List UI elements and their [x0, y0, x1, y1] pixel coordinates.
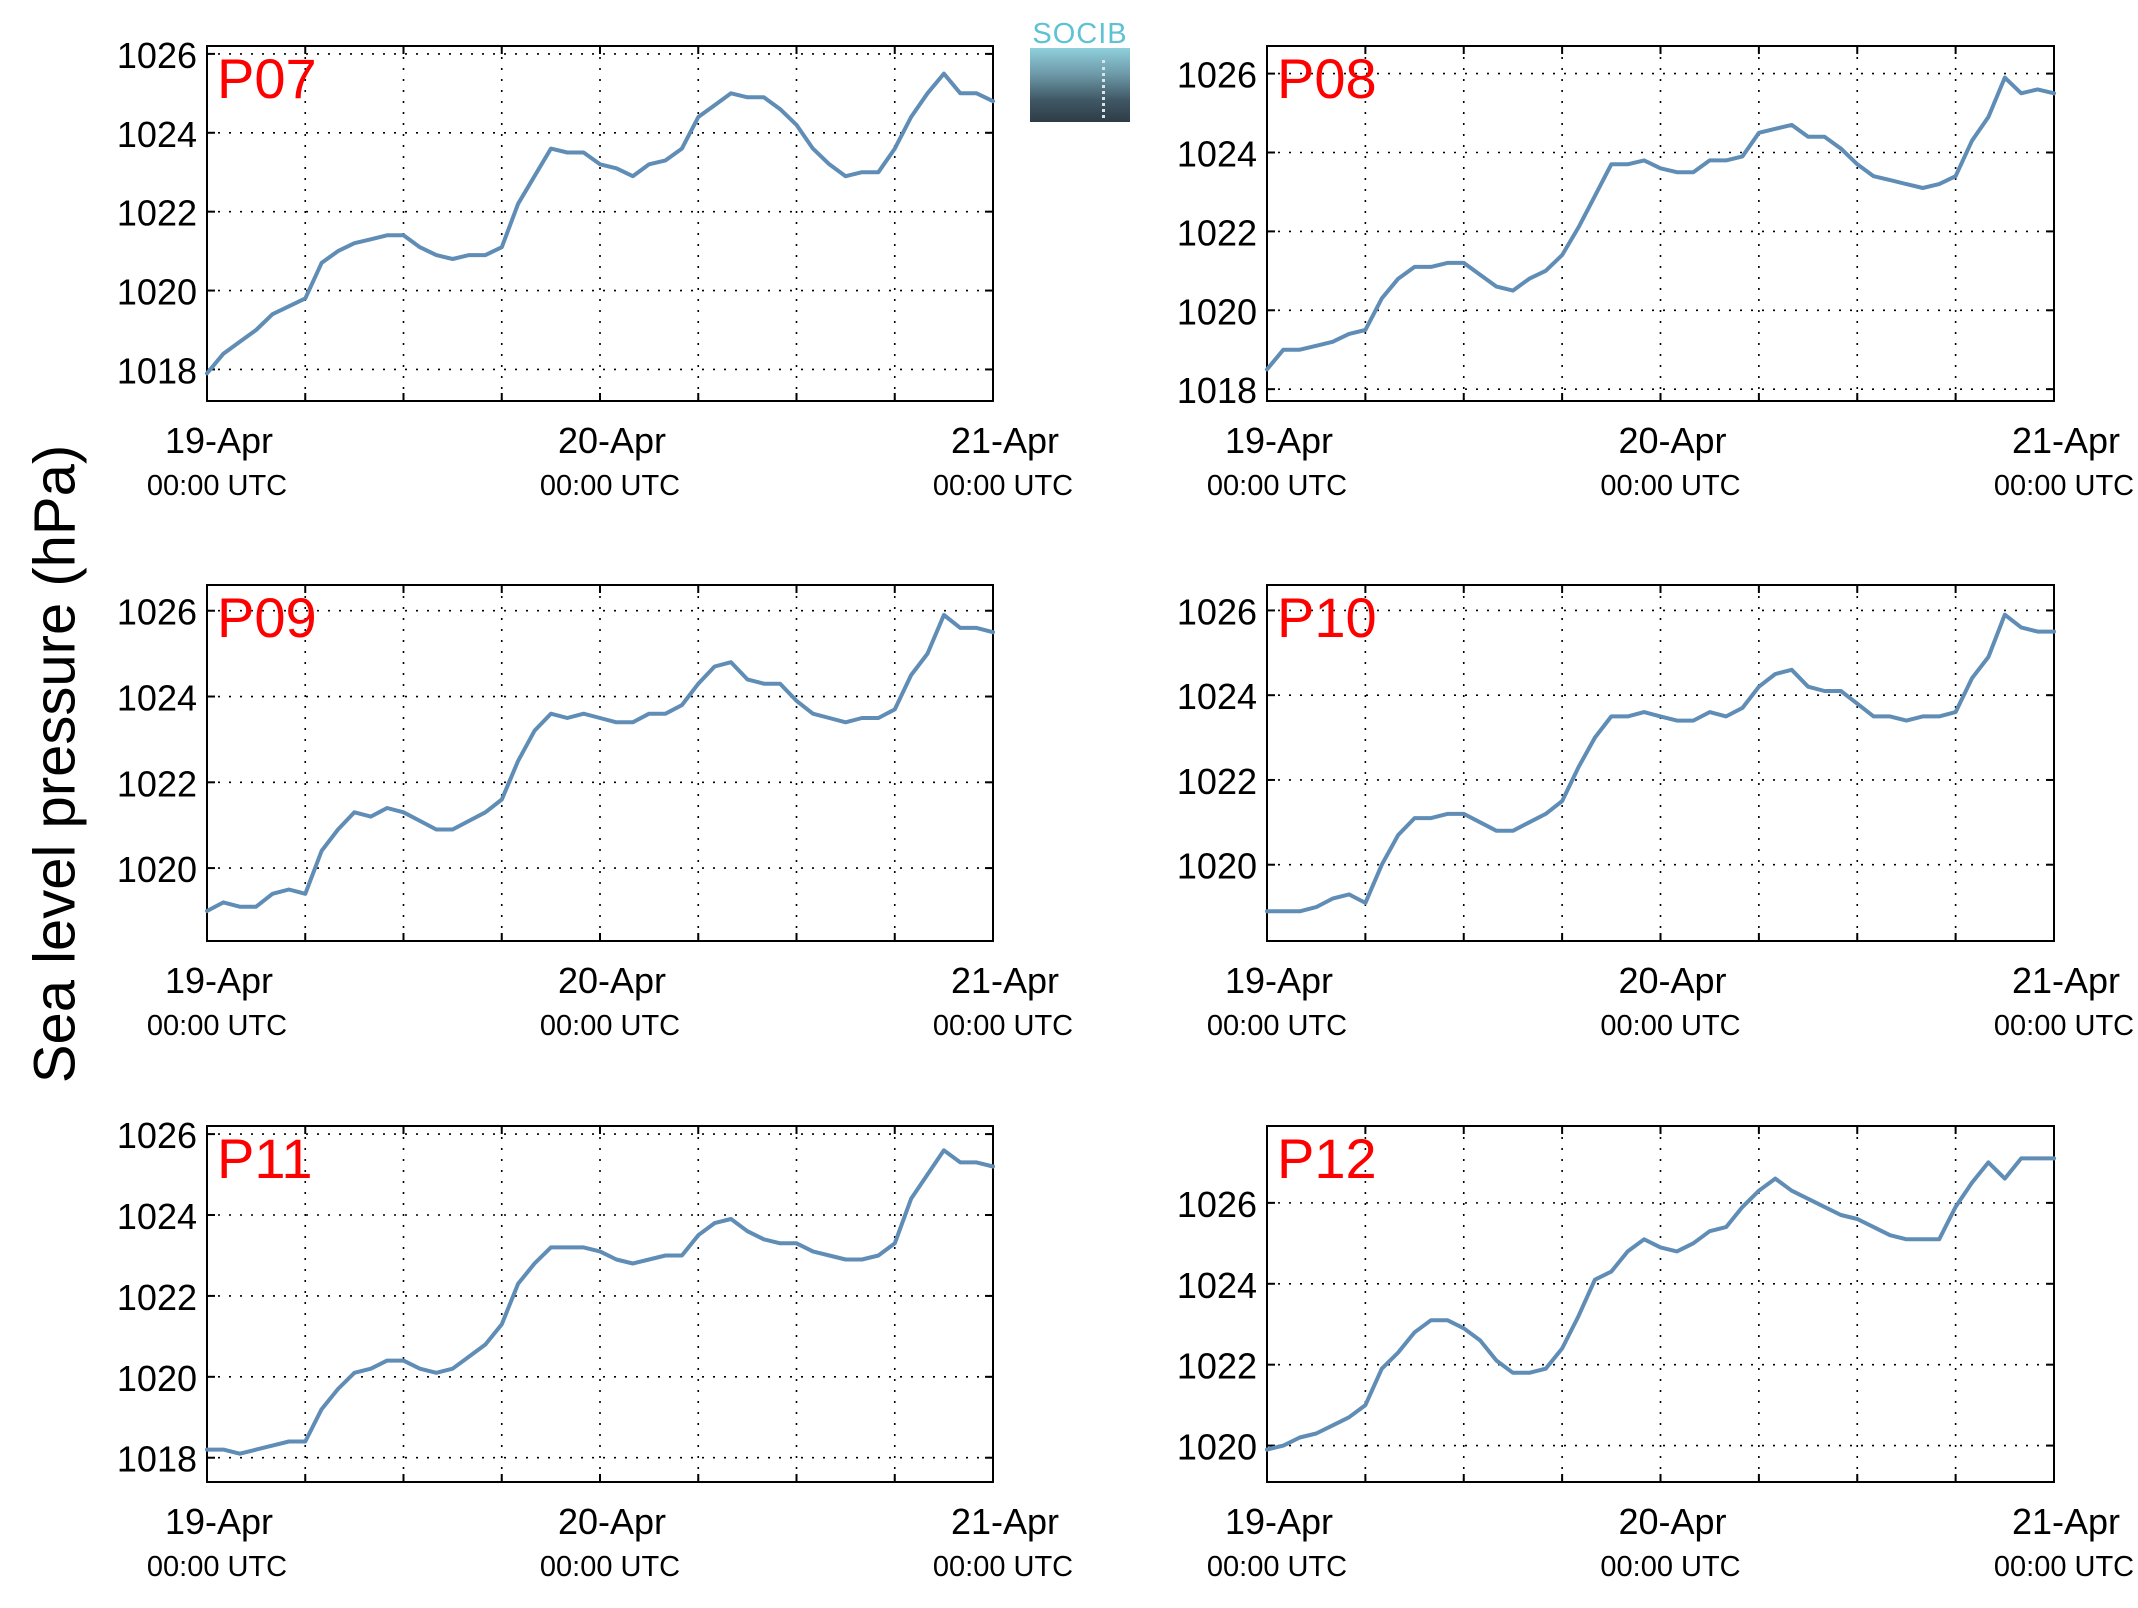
panel-label: P07	[217, 47, 317, 110]
x-tick-label-time: 00:00 UTC	[1600, 1551, 1740, 1583]
panel-label: P09	[217, 586, 317, 649]
x-tick-label-date: 21-Apr	[2012, 960, 2120, 1001]
y-tick-label: 1022	[1177, 212, 1257, 253]
y-tick-label: 1024	[1177, 1265, 1257, 1306]
x-tick-label-time: 00:00 UTC	[933, 1010, 1073, 1042]
y-tick-label: 1022	[1177, 1346, 1257, 1387]
x-tick-label-date: 20-Apr	[1618, 1501, 1726, 1542]
y-tick-label: 1020	[117, 1358, 197, 1399]
y-tick-label: 1020	[1177, 846, 1257, 887]
x-tick-label-time: 00:00 UTC	[1600, 1010, 1740, 1042]
logo-ticks	[1102, 60, 1109, 118]
y-tick-label: 1026	[117, 35, 197, 76]
y-tick-label: 1020	[1177, 291, 1257, 332]
y-tick-label: 1018	[117, 350, 197, 391]
y-tick-label: 1020	[1177, 1427, 1257, 1468]
x-tick-label-date: 20-Apr	[1618, 960, 1726, 1001]
x-tick-label-time: 00:00 UTC	[1994, 470, 2134, 502]
x-tick-label-date: 20-Apr	[1618, 420, 1726, 461]
x-tick-label-time: 00:00 UTC	[1600, 470, 1740, 502]
series-line-p08	[1265, 75, 2056, 372]
y-tick-label: 1026	[1177, 55, 1257, 96]
x-tick-label-time: 00:00 UTC	[1207, 1551, 1347, 1583]
chart-panel-p11: 1018 1020 1022 1024 1026 19-Apr 00:00 UTC 20-Ap…	[117, 1115, 1073, 1583]
panel-label: P12	[1277, 1127, 1377, 1190]
y-tick-label: 1022	[1177, 761, 1257, 802]
y-tick-label: 1020	[117, 849, 197, 890]
x-tick-label-date: 21-Apr	[2012, 1501, 2120, 1542]
y-tick-label: 1020	[117, 272, 197, 313]
y-tick-label: 1024	[1177, 676, 1257, 717]
x-tick-label-time: 00:00 UTC	[1207, 470, 1347, 502]
y-tick-label: 1026	[1177, 1184, 1257, 1225]
x-tick-label-time: 00:00 UTC	[147, 1010, 287, 1042]
x-tick-label-time: 00:00 UTC	[540, 1551, 680, 1583]
x-tick-label-time: 00:00 UTC	[1994, 1010, 2134, 1042]
x-tick-label-date: 21-Apr	[951, 960, 1059, 1001]
y-tick-label: 1024	[1177, 134, 1257, 175]
panel-label: P10	[1277, 586, 1377, 649]
series-line-p10	[1265, 612, 2056, 914]
y-tick-label: 1026	[1177, 591, 1257, 632]
y-tick-label: 1018	[117, 1439, 197, 1480]
x-tick-label-date: 19-Apr	[1225, 1501, 1333, 1542]
y-tick-label: 1022	[117, 1277, 197, 1318]
y-tick-label: 1024	[117, 1196, 197, 1237]
series-line-p11	[205, 1148, 995, 1456]
x-tick-label-time: 00:00 UTC	[933, 1551, 1073, 1583]
chart-panel-p12: 1020 1022 1024 1026 19-Apr 00:00 UTC 20-Apr 00:…	[1177, 1125, 2134, 1583]
x-tick-label-date: 19-Apr	[1225, 420, 1333, 461]
x-tick-label-time: 00:00 UTC	[1994, 1551, 2134, 1583]
x-tick-label-time: 00:00 UTC	[540, 1010, 680, 1042]
x-tick-label-time: 00:00 UTC	[147, 1551, 287, 1583]
x-tick-label-date: 21-Apr	[951, 1501, 1059, 1542]
x-tick-label-time: 00:00 UTC	[540, 470, 680, 502]
y-tick-label: 1024	[117, 678, 197, 719]
y-tick-label: 1024	[117, 114, 197, 155]
chart-panel-p07: 1018 1020 1022 1024 1026 19-Apr 00:00 UTC 20-Ap…	[117, 35, 1073, 502]
x-tick-label-time: 00:00 UTC	[1207, 1010, 1347, 1042]
series-line-p07	[205, 71, 995, 376]
logo-block	[1030, 48, 1130, 122]
x-tick-label-time: 00:00 UTC	[147, 470, 287, 502]
x-tick-label-date: 21-Apr	[2012, 420, 2120, 461]
y-tick-label: 1026	[117, 1115, 197, 1156]
x-tick-label-date: 21-Apr	[951, 420, 1059, 461]
chart-panel-p09: 1020 1022 1024 1026 19-Apr 00:00 UTC 20-Apr 00:…	[117, 584, 1073, 1042]
y-tick-label: 1022	[117, 763, 197, 804]
panel-label: P11	[217, 1127, 312, 1190]
chart-panel-p08: 1018 1020 1022 1024 1026 19-Apr 00:00 UTC 20-Ap…	[1177, 45, 2134, 502]
chart-panel-p10: 1020 1022 1024 1026 19-Apr 00:00 UTC 20-Apr 00:…	[1177, 584, 2134, 1042]
x-tick-label-date: 20-Apr	[558, 1501, 666, 1542]
series-line-p12	[1265, 1156, 2056, 1452]
y-tick-label: 1026	[117, 592, 197, 633]
y-tick-label: 1018	[1177, 370, 1257, 411]
x-tick-label-date: 19-Apr	[165, 420, 273, 461]
logo-text: SOCIB	[1032, 18, 1128, 50]
x-tick-label-date: 19-Apr	[165, 1501, 273, 1542]
x-tick-label-time: 00:00 UTC	[933, 470, 1073, 502]
x-tick-label-date: 20-Apr	[558, 960, 666, 1001]
x-tick-label-date: 19-Apr	[1225, 960, 1333, 1001]
x-tick-label-date: 19-Apr	[165, 960, 273, 1001]
panel-label: P08	[1277, 47, 1377, 110]
socib-logo: SOCIB	[1030, 18, 1130, 122]
series-line-p09	[205, 613, 995, 913]
y-tick-label: 1022	[117, 193, 197, 234]
x-tick-label-date: 20-Apr	[558, 420, 666, 461]
